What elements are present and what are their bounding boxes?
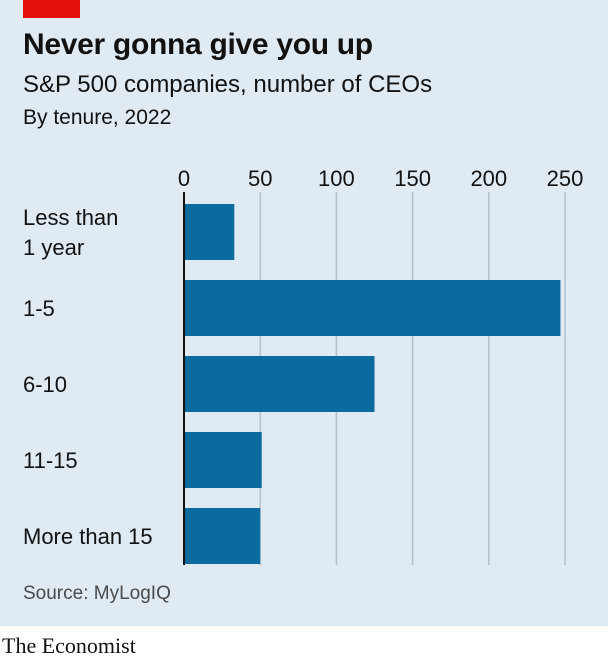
category-label: Less than [23,205,118,230]
x-tick-label: 150 [394,166,431,191]
x-tick-label: 200 [470,166,507,191]
bar [184,508,261,564]
brand-red-tag [23,0,80,18]
x-tick-labels: 0 50 100 150 200 250 [178,166,583,191]
bar [184,356,375,412]
category-label: 11-15 [23,448,78,473]
x-tick-label: 250 [547,166,584,191]
chart-subtitle: S&P 500 companies, number of CEOs [23,71,433,98]
chart-subtitle-secondary: By tenure, 2022 [23,106,172,129]
category-label: More than 15 [23,524,153,549]
bars [184,204,561,564]
bar [184,432,262,488]
category-label: 6-10 [23,372,67,397]
source-note: Source: MyLogIQ [23,583,171,604]
bar [184,280,561,336]
category-label: 1-5 [23,296,55,321]
x-tick-label: 0 [178,166,190,191]
chart-title: Never gonna give you up [23,28,373,61]
category-labels: Less than 1 year 1-5 6-10 11-15 More than 15 [23,205,153,549]
category-label: 1 year [23,235,84,260]
bar-chart: 0 50 100 150 200 250 Less than 1 year 1-5 6-10 11… [23,166,583,565]
x-tick-label: 50 [248,166,272,191]
brand-logo: The Economist [2,633,136,658]
bar [184,204,235,260]
x-tick-label: 100 [318,166,355,191]
